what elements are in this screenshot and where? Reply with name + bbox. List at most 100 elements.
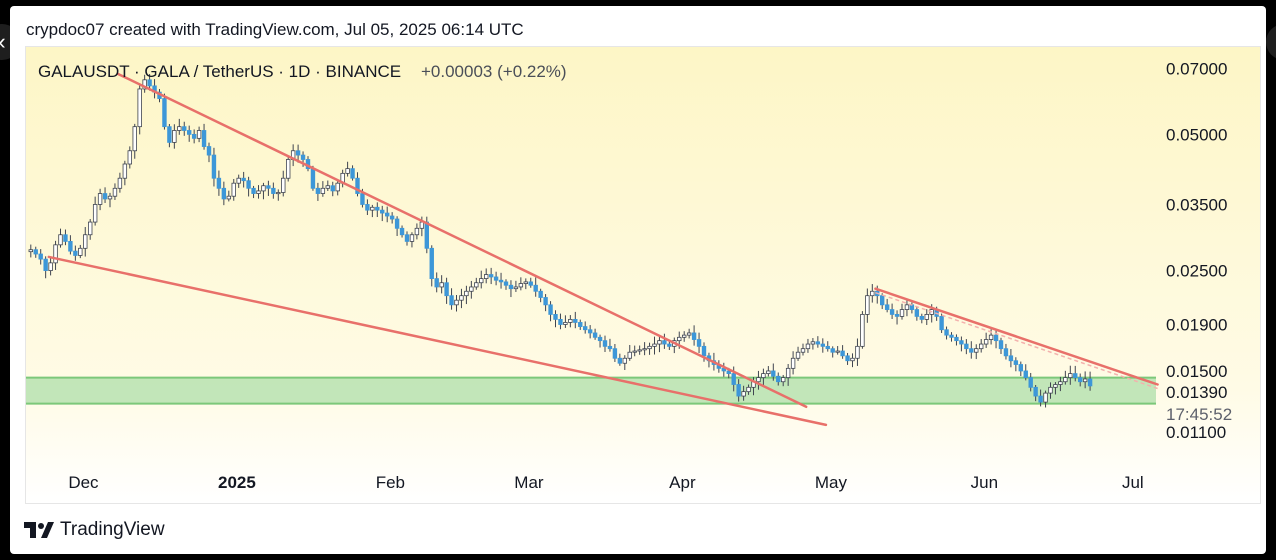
- candle: [657, 336, 662, 353]
- candle: [523, 278, 528, 290]
- candle: [781, 374, 786, 387]
- candle: [682, 331, 687, 342]
- footer-brand[interactable]: TradingView: [24, 518, 165, 542]
- candle: [667, 341, 672, 350]
- candle: [429, 245, 434, 287]
- candle: [602, 335, 608, 353]
- candle: [795, 346, 801, 361]
- candle: [855, 338, 860, 366]
- candle: [172, 124, 177, 149]
- candle: [543, 294, 548, 312]
- trendline-falling-wedge-lower[interactable]: [47, 255, 828, 427]
- candle: [974, 344, 979, 360]
- candle: [835, 346, 840, 355]
- x-axis-tick-label: Feb: [376, 473, 405, 492]
- candle: [414, 223, 420, 240]
- candle: [142, 74, 147, 93]
- candle: [746, 384, 751, 395]
- candle: [979, 339, 984, 353]
- x-axis-tick-label: Mar: [514, 473, 544, 492]
- candle: [622, 355, 627, 371]
- candle: [493, 271, 499, 286]
- candle: [404, 231, 410, 246]
- candle: [632, 345, 637, 357]
- candle: [587, 325, 593, 339]
- candle: [583, 321, 588, 334]
- candle: [810, 338, 816, 350]
- candle: [285, 157, 291, 182]
- candle: [741, 385, 746, 401]
- candle: [112, 183, 118, 200]
- candle: [201, 123, 207, 150]
- candle: [474, 277, 479, 290]
- candle: [191, 129, 197, 144]
- candle: [226, 190, 231, 202]
- x-axis-tick-label: Apr: [669, 473, 696, 492]
- candle: [315, 182, 321, 201]
- candle: [899, 303, 905, 320]
- candle: [439, 275, 444, 294]
- y-axis-tick-label: 0.01500: [1166, 362, 1227, 381]
- trendline-descending-resistance[interactable]: [874, 287, 1159, 386]
- candle: [241, 171, 246, 188]
- candle: [884, 298, 890, 313]
- candle: [58, 228, 63, 248]
- candle: [63, 229, 68, 246]
- candle: [904, 298, 910, 317]
- candle: [964, 339, 969, 355]
- x-axis-tick-label: May: [815, 473, 848, 492]
- candle: [860, 311, 865, 349]
- candle: [137, 85, 142, 135]
- candle: [696, 332, 702, 353]
- y-axis-tick-label: 0.02500: [1166, 262, 1227, 281]
- candle: [721, 362, 726, 377]
- candle: [28, 244, 33, 258]
- candle: [790, 351, 796, 375]
- candle: [320, 181, 326, 197]
- candle: [469, 280, 474, 299]
- candle: [686, 328, 692, 339]
- candle: [1082, 371, 1088, 389]
- candle: [553, 310, 558, 328]
- bar-countdown-label: 17:45:52: [1166, 405, 1232, 424]
- trendline-falling-wedge-upper[interactable]: [116, 72, 808, 409]
- candle: [1033, 384, 1038, 402]
- candle: [766, 366, 771, 377]
- candle: [370, 204, 375, 218]
- candle: [617, 353, 623, 366]
- candle: [805, 338, 811, 353]
- candle: [399, 225, 405, 238]
- candle: [43, 256, 48, 279]
- candle: [1073, 365, 1078, 382]
- candle: [127, 146, 132, 169]
- next-arrow-button[interactable]: [1266, 24, 1276, 60]
- chart-frame: 0.07000 0.05000 0.03500 0.02500 0.01900 0.015…: [25, 46, 1261, 504]
- attribution-text: crypdoc07 created with TradingView.com, …: [26, 20, 524, 39]
- candle: [498, 272, 504, 289]
- candle: [1008, 348, 1014, 368]
- candle: [236, 174, 241, 188]
- candle: [503, 279, 509, 290]
- candle: [919, 313, 924, 324]
- candle: [261, 182, 266, 200]
- candle: [513, 280, 519, 292]
- candle: [1043, 390, 1048, 408]
- candle: [479, 270, 484, 289]
- candle: [1013, 357, 1019, 372]
- candle: [939, 313, 944, 333]
- candle: [325, 180, 330, 191]
- candle: [568, 315, 573, 328]
- candle: [449, 288, 454, 310]
- candle: [1063, 370, 1068, 385]
- chart-card: crypdoc07 created with TradingView.com, …: [10, 6, 1266, 554]
- candle: [73, 245, 78, 261]
- candle: [894, 310, 900, 325]
- candle: [597, 334, 603, 348]
- candle: [578, 319, 583, 330]
- candle: [102, 187, 108, 203]
- price-chart[interactable]: 0.07000 0.05000 0.03500 0.02500 0.01900 0.015…: [26, 47, 1260, 503]
- candle: [983, 332, 989, 348]
- candle: [53, 240, 58, 270]
- candle: [558, 313, 563, 330]
- candle: [691, 325, 697, 346]
